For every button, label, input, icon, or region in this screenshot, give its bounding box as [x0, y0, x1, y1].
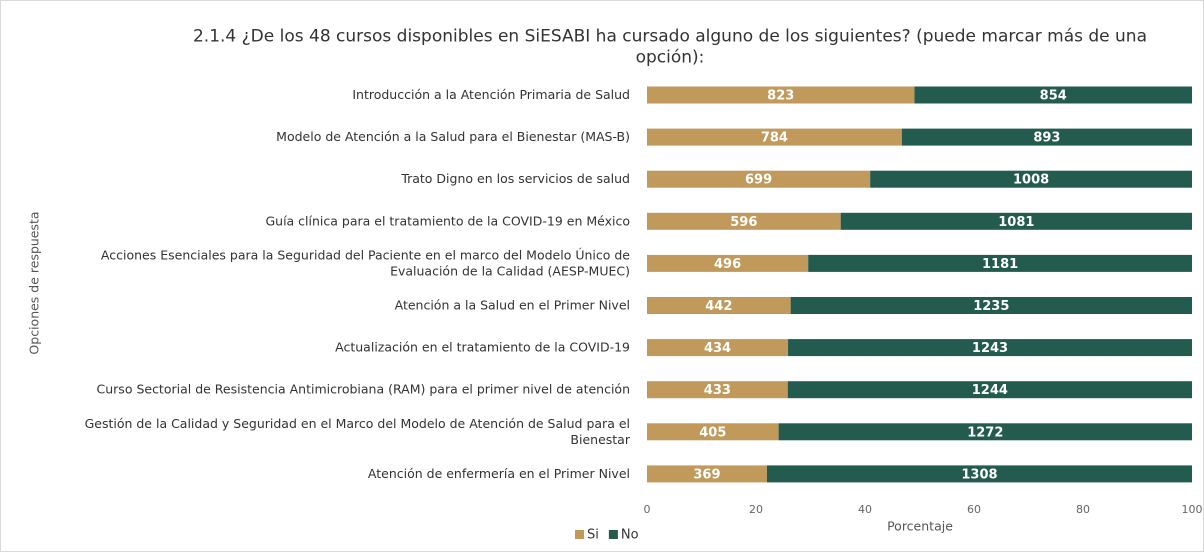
value-label: 699	[745, 173, 772, 188]
bar-segment	[647, 465, 767, 483]
category-label: Modelo de Atención a la Salud para el Bi…	[276, 129, 630, 144]
bar-segment	[790, 297, 1192, 314]
bar-segment	[778, 423, 1192, 441]
value-label: 434	[704, 341, 731, 356]
x-tick-label: 0	[644, 503, 651, 516]
bar-segment	[647, 423, 779, 441]
value-label: 433	[704, 383, 731, 398]
value-label: 1244	[972, 383, 1008, 398]
bar-segment	[647, 339, 789, 357]
category-label: Actualización en el tratamiento de la CO…	[335, 339, 630, 354]
value-label: 823	[767, 89, 794, 104]
bar-segment	[787, 381, 1192, 399]
value-label: 496	[714, 257, 741, 272]
value-label: 1008	[1013, 173, 1049, 188]
bar-segment	[914, 86, 1192, 104]
bar-segment	[901, 128, 1192, 146]
category-label: Gestión de la Calidad y Seguridad en el …	[85, 415, 631, 446]
x-tick-label: 60	[967, 503, 981, 516]
value-label: 369	[693, 467, 720, 482]
value-label: 1181	[982, 257, 1018, 272]
value-label: 1235	[973, 299, 1009, 314]
value-label: 596	[730, 215, 757, 230]
bar-segment	[647, 170, 871, 188]
value-label: 1308	[961, 467, 997, 482]
bar-segment	[808, 254, 1192, 272]
value-label: 893	[1033, 131, 1060, 146]
chart-title: 2.1.4 ¿De los 48 cursos disponibles en S…	[193, 27, 1147, 68]
x-axis-label: Porcentaje	[887, 519, 953, 534]
category-label: Atención de enfermería en el Primer Nive…	[368, 465, 630, 480]
value-label: 405	[699, 425, 726, 440]
legend-swatch	[608, 530, 618, 539]
x-tick-label: 80	[1076, 503, 1090, 516]
value-label: 784	[761, 131, 788, 146]
bar-segment	[766, 465, 1192, 483]
legend-label: No	[621, 528, 639, 543]
bar-segment	[647, 86, 915, 104]
bar-segment	[788, 339, 1192, 357]
bar-segment	[647, 254, 809, 272]
value-label: 1081	[998, 215, 1034, 230]
value-label: 442	[705, 299, 732, 314]
x-tick-label: 40	[858, 503, 872, 516]
x-tick-label: 100	[1182, 503, 1203, 516]
legend-label: Si	[587, 528, 599, 543]
category-label: Introducción a la Atención Primaria de S…	[352, 87, 630, 102]
y-axis-label: Opciones de respuesta	[27, 211, 42, 354]
bar-segment	[647, 297, 791, 314]
bar-segment	[647, 128, 902, 146]
legend-swatch	[575, 530, 584, 539]
category-label: Trato Digno en los servicios de salud	[400, 171, 630, 186]
category-label: Atención a la Salud en el Primer Nivel	[395, 297, 630, 312]
bar-segment	[647, 212, 841, 230]
value-label: 1272	[967, 425, 1003, 440]
bar-segment	[870, 170, 1192, 188]
category-label: Acciones Esenciales para la Seguridad de…	[101, 247, 630, 278]
bar-segment	[840, 212, 1192, 230]
x-tick-label: 20	[749, 503, 763, 516]
value-label: 854	[1040, 89, 1067, 104]
bar-segment	[647, 381, 788, 399]
value-label: 1243	[972, 341, 1008, 356]
category-label: Guía clínica para el tratamiento de la C…	[265, 213, 630, 228]
category-label: Curso Sectorial de Resistencia Antimicro…	[97, 381, 630, 396]
